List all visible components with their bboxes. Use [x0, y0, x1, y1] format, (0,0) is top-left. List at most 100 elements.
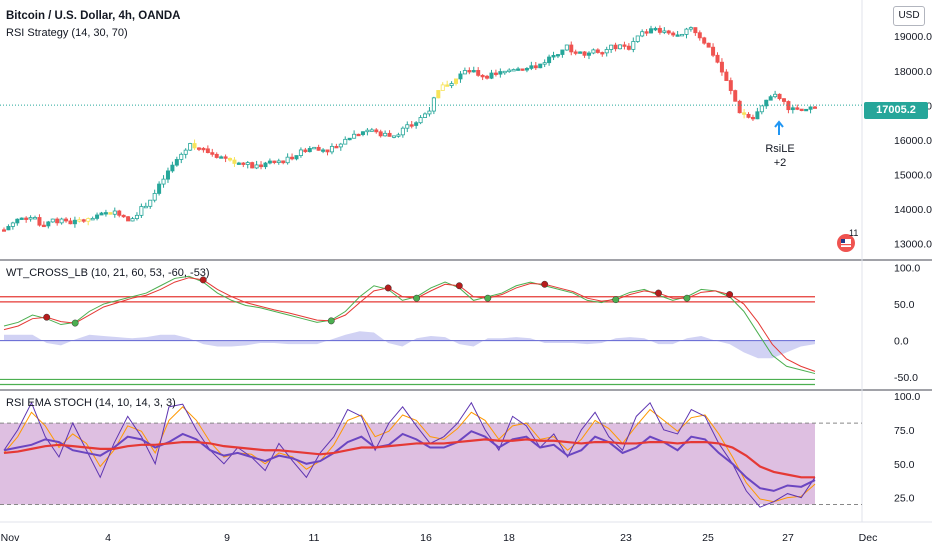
candle — [130, 218, 135, 222]
wt1-line — [3, 275, 816, 375]
time-tick-label: 23 — [620, 532, 632, 544]
candle — [365, 129, 370, 133]
candle — [347, 137, 352, 141]
candle — [387, 132, 392, 137]
candle — [476, 70, 481, 76]
candle — [662, 30, 667, 33]
candle — [391, 135, 396, 138]
candle — [37, 217, 42, 226]
candle — [582, 51, 587, 56]
wt-cross-dot — [71, 319, 79, 327]
candle — [117, 210, 122, 216]
candle — [742, 112, 747, 115]
wt-diff-area — [4, 331, 815, 359]
time-tick-label: 27 — [782, 532, 794, 544]
candle — [374, 129, 379, 133]
candle — [600, 52, 605, 55]
candle — [507, 69, 512, 73]
candle — [493, 72, 498, 75]
wt-cross-dot — [484, 294, 492, 302]
candle — [68, 220, 73, 225]
candle — [773, 93, 778, 98]
candle — [81, 219, 86, 222]
strategy-label[interactable]: RSI Strategy (14, 30, 70) — [6, 27, 128, 39]
candle — [423, 113, 428, 118]
time-tick-label: 25 — [702, 532, 714, 544]
price-tick-label: 13000.0 — [894, 239, 932, 251]
candle — [635, 35, 640, 42]
candle — [578, 51, 583, 54]
candle — [502, 70, 507, 74]
candle — [28, 217, 33, 220]
candle — [59, 218, 64, 224]
candle — [684, 28, 689, 35]
candle — [764, 99, 769, 107]
candle — [666, 30, 671, 34]
candle — [46, 221, 51, 227]
candle — [232, 159, 237, 164]
candle — [143, 205, 148, 209]
candle — [294, 155, 299, 160]
candle — [338, 143, 343, 148]
wt-cross-dot — [455, 282, 463, 290]
candle — [622, 44, 627, 47]
candle — [706, 42, 711, 48]
candle — [471, 70, 476, 73]
currency-button[interactable]: USD — [893, 6, 925, 26]
candle — [298, 149, 303, 156]
candle — [604, 49, 609, 54]
candle — [41, 224, 46, 228]
candle — [254, 164, 259, 169]
candle — [516, 68, 521, 71]
wt-cross-dot — [683, 294, 691, 302]
candle — [551, 55, 556, 58]
candle — [409, 124, 414, 127]
wt-cross-dot — [413, 294, 421, 302]
flag-badge-icon[interactable] — [836, 233, 856, 253]
candle — [108, 212, 113, 215]
candle — [210, 152, 215, 155]
candle — [609, 44, 614, 50]
candle — [396, 134, 401, 137]
rsi-ema-stoch-title[interactable]: RSI EMA STOCH (14, 10, 14, 3, 3) — [6, 397, 176, 409]
wt2-line — [3, 277, 816, 372]
rsi-ema-line — [3, 438, 815, 479]
candle — [799, 108, 804, 112]
candle — [675, 34, 680, 37]
candle — [77, 219, 82, 222]
candle — [804, 108, 809, 112]
wt-cross-dot — [43, 313, 51, 321]
wt-cross-title[interactable]: WT_CROSS_LB (10, 21, 60, 53, -60, -53) — [6, 267, 210, 279]
candle — [165, 170, 170, 180]
candle — [19, 217, 24, 220]
time-tick-label: 16 — [420, 532, 432, 544]
candle — [480, 74, 485, 78]
candle — [737, 100, 742, 114]
candle — [445, 84, 450, 87]
candle — [697, 32, 702, 39]
candle — [781, 98, 786, 102]
candle — [440, 84, 445, 91]
candle — [214, 153, 219, 158]
candle — [733, 90, 738, 102]
candle — [383, 132, 388, 137]
candle — [281, 160, 286, 164]
candle — [524, 67, 529, 71]
candle — [768, 96, 773, 101]
candle — [547, 56, 552, 64]
time-tick-label: Dec — [859, 532, 878, 544]
candle — [702, 37, 707, 44]
price-tick-label: 16000.0 — [894, 135, 932, 147]
candle — [462, 70, 467, 75]
candle — [329, 145, 334, 153]
candle — [183, 149, 188, 155]
badge-count: 11 — [849, 228, 859, 238]
wt-cross-dot — [726, 291, 734, 298]
candle — [555, 54, 560, 57]
candle — [414, 122, 419, 126]
time-tick-label: 11 — [309, 532, 320, 544]
candle — [711, 46, 716, 56]
candle — [449, 83, 454, 87]
